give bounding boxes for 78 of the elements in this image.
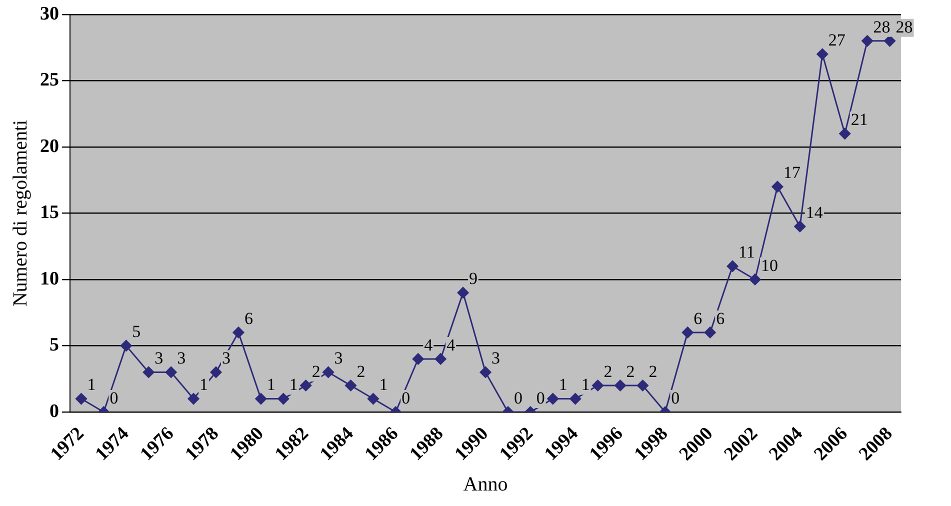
data-label: 6: [716, 308, 725, 328]
data-label: 1: [87, 375, 96, 394]
point: [862, 35, 874, 47]
point: [142, 366, 154, 378]
point: [839, 128, 851, 140]
data-label: 21: [850, 110, 868, 130]
data-label: 1: [558, 375, 568, 394]
point: [726, 260, 738, 272]
point: [210, 366, 222, 378]
data-label: 3: [177, 348, 186, 368]
point: [188, 393, 200, 405]
data-label: 2: [626, 362, 635, 381]
y-tick-label: 5: [50, 334, 59, 356]
data-label: 2: [312, 362, 320, 381]
point: [367, 393, 379, 405]
point: [816, 48, 828, 60]
data-label: 0: [671, 388, 680, 408]
point: [682, 326, 694, 338]
point: [434, 353, 446, 365]
point: [636, 380, 648, 392]
point: [749, 274, 761, 286]
data-label: 11: [738, 242, 755, 262]
data-label: 3: [334, 348, 343, 368]
data-label: 3: [154, 348, 164, 368]
y-tick-label: 15: [40, 202, 59, 224]
data-label: 1: [200, 375, 208, 394]
point: [547, 393, 559, 405]
point: [884, 35, 896, 47]
data-label: 5: [132, 322, 141, 342]
point: [75, 393, 87, 405]
data-label: 0: [402, 388, 410, 408]
point: [278, 393, 290, 405]
point: [322, 366, 334, 378]
data-label: 10: [761, 256, 778, 275]
data-label: 2: [604, 362, 612, 381]
point: [232, 326, 244, 338]
y-tick-label: 20: [40, 136, 59, 157]
y-tick-label: 25: [40, 70, 59, 91]
point: [165, 366, 177, 378]
data-label: 2: [648, 362, 658, 381]
point: [457, 286, 469, 298]
data-label: 2: [356, 362, 366, 381]
data-label: 1: [266, 375, 276, 394]
point: [704, 326, 716, 338]
data-label: 17: [783, 163, 801, 182]
data-label: 1: [379, 375, 388, 394]
data-label: 1: [289, 375, 298, 394]
point: [412, 353, 424, 365]
point: [592, 380, 604, 392]
point: [480, 366, 492, 378]
data-label: 28: [896, 17, 913, 36]
data-label: 3: [222, 348, 230, 368]
data-label: 6: [244, 308, 253, 328]
data-label: 0: [514, 388, 522, 408]
point: [570, 393, 582, 405]
y-axis-title: Numero di regolamenti: [9, 119, 32, 307]
data-label: 14: [806, 202, 824, 222]
point: [300, 380, 312, 392]
point: [255, 393, 267, 405]
point: [344, 380, 356, 392]
point: [794, 220, 806, 232]
y-tick-label: 0: [50, 400, 59, 422]
data-label: 28: [873, 17, 890, 36]
data-label: 9: [469, 269, 478, 288]
data-label: 0: [110, 388, 118, 408]
x-axis-title: Anno: [463, 473, 508, 496]
point: [614, 380, 626, 392]
data-label: 27: [828, 30, 846, 50]
point: [772, 180, 784, 192]
data-label: 0: [536, 388, 545, 408]
data-label: 3: [492, 348, 500, 368]
data-label: 4: [446, 335, 456, 354]
y-tick-label: 10: [40, 268, 59, 290]
point: [120, 340, 132, 352]
data-label: 4: [424, 335, 434, 354]
data-label: 6: [694, 308, 702, 328]
data-label: 1: [581, 375, 590, 394]
y-tick-label: 30: [40, 3, 59, 24]
